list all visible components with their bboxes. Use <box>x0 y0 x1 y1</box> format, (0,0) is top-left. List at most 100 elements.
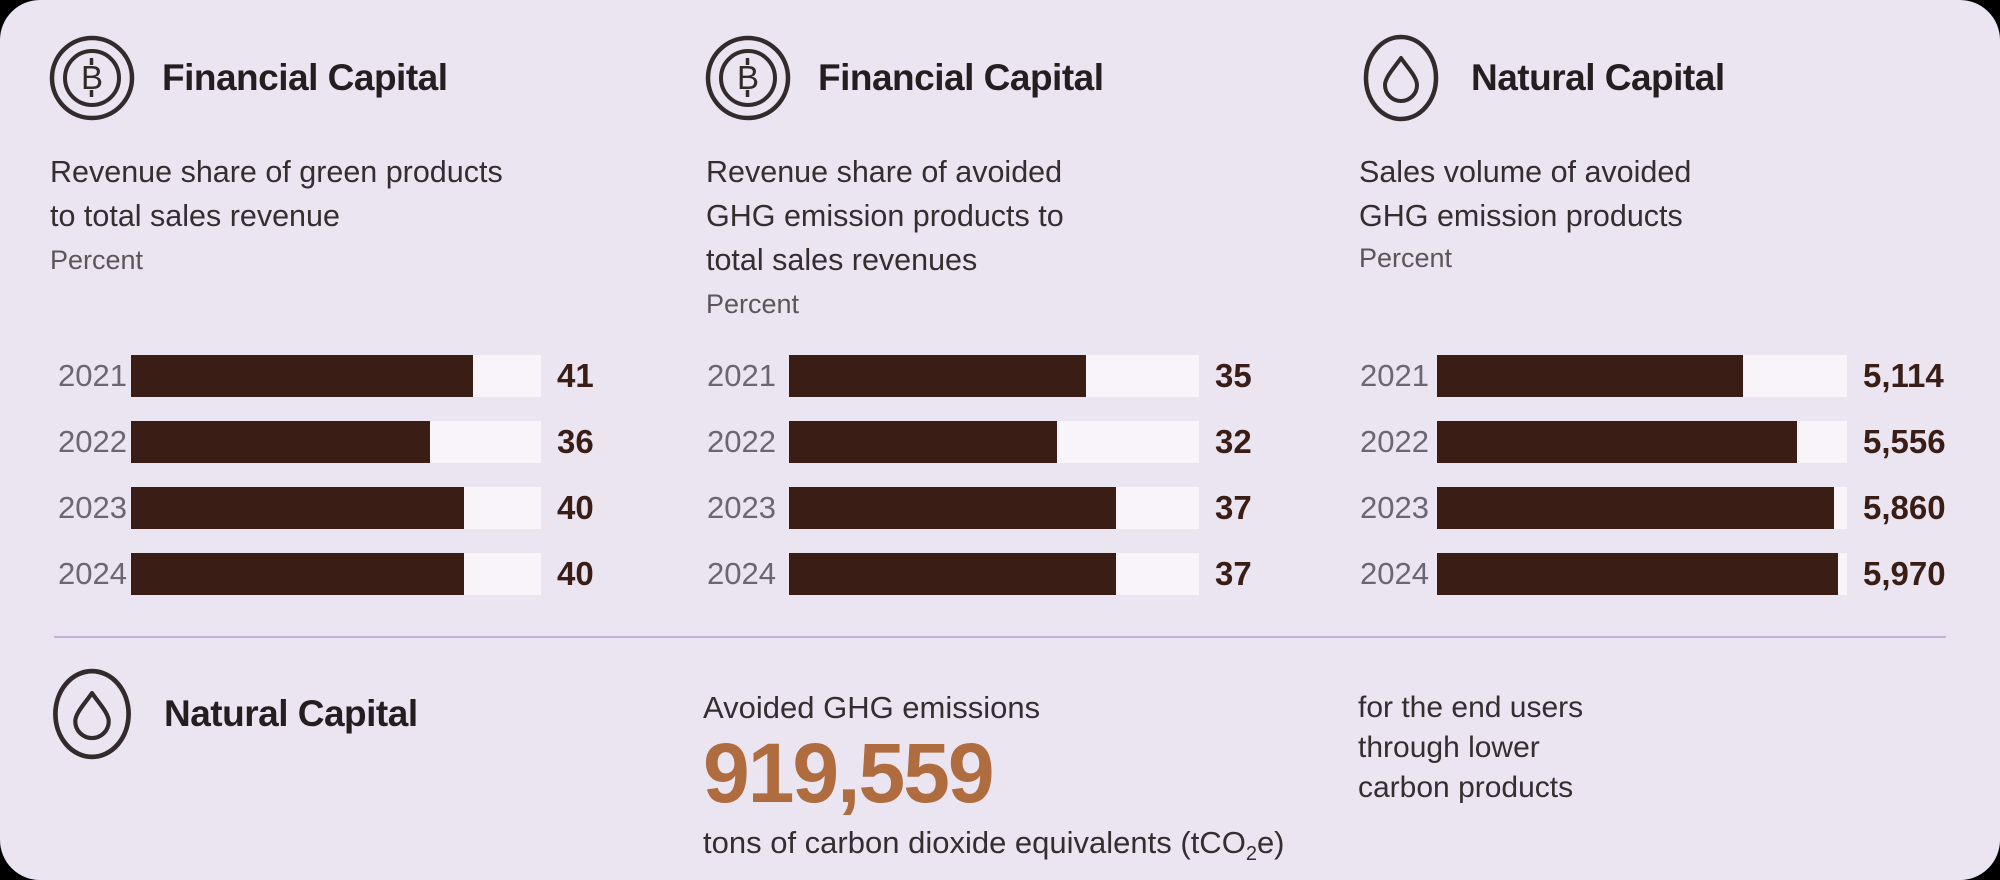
footer-title: Natural Capital <box>164 692 418 734</box>
bar-track <box>1437 421 1847 463</box>
bar-value: 35 <box>1215 357 1252 394</box>
panel-subtitle: Revenue share of green products to total… <box>50 150 503 238</box>
bar-row: 2024 40 <box>58 553 594 595</box>
year-label: 2022 <box>707 424 776 459</box>
unit-subscript: 2 <box>1245 843 1257 866</box>
baht-coin-icon: B <box>48 34 136 122</box>
year-label: 2022 <box>58 424 127 459</box>
panel-title: Financial Capital <box>818 57 1104 98</box>
bar-track <box>1437 487 1847 529</box>
panel-natural-capital-sales-volume: Natural Capital Sales volume of avoided … <box>1357 0 1997 636</box>
panel-financial-capital-green: B Financial Capital Revenue share of gre… <box>48 0 678 636</box>
bar-fill <box>1437 355 1743 397</box>
subtitle-line: GHG emission products to <box>706 199 1064 233</box>
baht-coin-icon: B <box>704 34 792 122</box>
subtitle-line: GHG emission products <box>1359 199 1683 233</box>
bar-fill <box>789 421 1058 463</box>
bar-fill <box>1437 487 1834 529</box>
bar-value: 5,114 <box>1863 357 1944 394</box>
year-label: 2022 <box>1360 424 1429 459</box>
avoided-emissions-unit: tons of carbon dioxide equivalents (tCO2… <box>703 825 1303 864</box>
bar-track <box>131 421 541 463</box>
note-line: for the end users <box>1358 691 1584 724</box>
bar-value: 5,970 <box>1863 555 1946 592</box>
panel-header: Natural Capital <box>1357 34 1725 122</box>
year-label: 2023 <box>1360 490 1429 525</box>
footer-natural-capital-header: Natural Capital <box>46 662 418 765</box>
subtitle-line: total sales revenues <box>706 243 978 277</box>
bar-row: 2023 37 <box>707 487 1252 529</box>
bar-chart-avoided-ghg-sales-volume: 2021 5,114 2022 5,556 2023 <box>1360 355 1946 619</box>
panel-subtitle: Revenue share of avoided GHG emission pr… <box>706 150 1064 282</box>
bar-track <box>131 355 541 397</box>
svg-text:B: B <box>737 59 759 96</box>
bar-value: 36 <box>557 423 594 460</box>
footer-end-users-note: for the end users through lower carbon p… <box>1358 688 1583 808</box>
bar-fill <box>789 355 1086 397</box>
water-drop-icon <box>1357 34 1445 122</box>
bar-row: 2024 5,970 <box>1360 553 1946 595</box>
panel-unit-label: Percent <box>1359 243 1453 273</box>
year-label: 2021 <box>1360 358 1429 393</box>
bar-row: 2023 5,860 <box>1360 487 1946 529</box>
bar-track <box>131 553 541 595</box>
bar-track <box>1437 553 1847 595</box>
year-label: 2024 <box>58 556 127 591</box>
bar-row: 2022 5,556 <box>1360 421 1946 463</box>
svg-text:B: B <box>81 59 103 96</box>
subtitle-line: to total sales revenue <box>50 199 340 233</box>
bar-value: 40 <box>557 555 594 592</box>
bar-fill <box>1437 553 1838 595</box>
bar-row: 2021 5,114 <box>1360 355 1946 397</box>
unit-text: tons of carbon dioxide equivalents (tCO <box>703 825 1246 860</box>
bar-track <box>789 553 1199 595</box>
bar-fill <box>131 487 464 529</box>
footer-avoided-emissions-block: Avoided GHG emissions 919,559 tons of ca… <box>703 690 1303 864</box>
note-line: through lower <box>1358 731 1540 764</box>
panel-financial-capital-avoided-ghg: B Financial Capital Revenue share of avo… <box>704 0 1334 636</box>
panel-unit-label: Percent <box>50 245 144 275</box>
year-label: 2021 <box>707 358 776 393</box>
panel-title: Financial Capital <box>162 57 448 98</box>
bar-value: 32 <box>1215 423 1252 460</box>
bar-chart-avoided-ghg-revenue-share: 2021 35 2022 32 2023 <box>707 355 1252 619</box>
bar-value: 37 <box>1215 489 1252 526</box>
bar-track <box>1437 355 1847 397</box>
bar-track <box>789 487 1199 529</box>
bar-value: 37 <box>1215 555 1252 592</box>
bar-chart-green-revenue-share: 2021 41 2022 36 2023 <box>58 355 594 619</box>
bar-track <box>789 355 1199 397</box>
year-label: 2024 <box>1360 556 1429 591</box>
year-label: 2021 <box>58 358 127 393</box>
note-line: carbon products <box>1358 771 1574 804</box>
panel-header: B Financial Capital <box>48 34 448 122</box>
bar-row: 2021 41 <box>58 355 594 397</box>
avoided-emissions-value: 919,559 <box>703 726 995 820</box>
panel-unit-label: Percent <box>706 289 800 319</box>
bar-fill <box>131 355 473 397</box>
year-label: 2024 <box>707 556 776 591</box>
avoided-emissions-label: Avoided GHG emissions <box>703 690 1041 725</box>
panel-header: B Financial Capital <box>704 34 1104 122</box>
bar-row: 2022 32 <box>707 421 1252 463</box>
bar-value: 41 <box>557 357 594 394</box>
year-label: 2023 <box>58 490 127 525</box>
bar-fill <box>131 553 464 595</box>
subtitle-line: Revenue share of avoided <box>706 155 1063 189</box>
panel-subtitle: Sales volume of avoided GHG emission pro… <box>1359 150 1691 238</box>
bar-track <box>789 421 1199 463</box>
subtitle-line: Sales volume of avoided <box>1359 155 1692 189</box>
bar-row: 2022 36 <box>58 421 594 463</box>
bar-fill <box>789 487 1116 529</box>
panel-title: Natural Capital <box>1471 57 1725 98</box>
bar-fill <box>131 421 430 463</box>
subtitle-line: Revenue share of green products <box>50 155 503 189</box>
bar-fill <box>1437 421 1797 463</box>
section-divider <box>54 636 1946 638</box>
bar-row: 2024 37 <box>707 553 1252 595</box>
bar-track <box>131 487 541 529</box>
bar-value: 5,556 <box>1863 423 1946 460</box>
bar-fill <box>789 553 1116 595</box>
